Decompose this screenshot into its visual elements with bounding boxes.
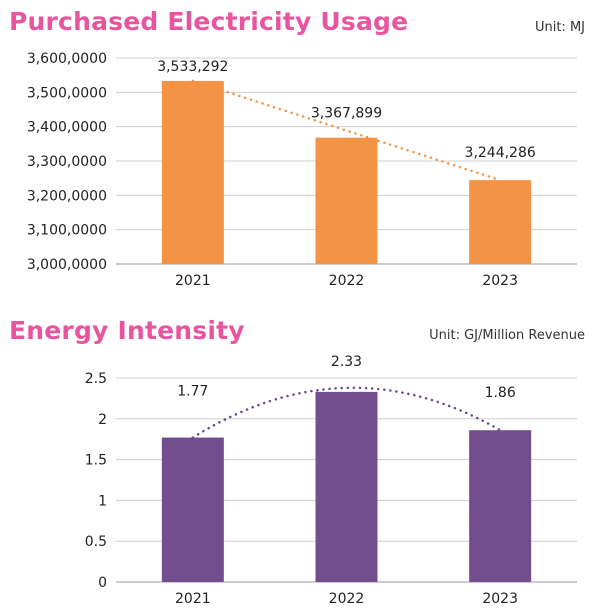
y-tick-label: 3,500,0000 — [27, 85, 107, 101]
bar-2023 — [469, 180, 532, 264]
x-tick-label: 2021 — [175, 591, 211, 607]
y-tick-label: 3,400,0000 — [27, 120, 107, 136]
y-tick-label: 3,100,0000 — [27, 223, 107, 239]
y-tick-label: 0.5 — [85, 534, 107, 550]
bar-2023 — [469, 430, 532, 582]
x-tick-label: 2023 — [482, 591, 518, 607]
chart2-energy-intensity: 0 0.5 1 1.5 2 2.5 2021 2022 2023 1.77 2.33 1.86 — [85, 354, 577, 607]
data-label-2021: 1.77 — [177, 384, 208, 400]
chart2-unit: Unit: GJ/Million Revenue — [429, 328, 585, 343]
bar-2021 — [161, 80, 224, 264]
y-tick-label: 3,000,0000 — [27, 257, 107, 273]
y-tick-label: 3,300,0000 — [27, 154, 107, 170]
x-tick-label: 2022 — [329, 591, 365, 607]
y-tick-label: 3,200,0000 — [27, 188, 107, 204]
y-tick-label: 2.5 — [85, 371, 107, 387]
y-tick-label: 0 — [98, 575, 107, 591]
y-tick-label: 1 — [98, 493, 107, 509]
chart1-electricity-usage: 3,000,0000 3,100,0000 3,200,0000 3,300,0000… — [27, 51, 577, 289]
bar-2021 — [161, 437, 224, 582]
chart1-unit: Unit: MJ — [534, 20, 585, 35]
trend-arc — [191, 386, 502, 439]
bar-2022 — [315, 391, 378, 582]
x-tick-label: 2022 — [329, 273, 365, 289]
data-label-2021: 3,533,292 — [157, 59, 228, 75]
trend-line — [191, 79, 502, 182]
data-label-2023: 3,244,286 — [465, 145, 536, 161]
x-tick-label: 2021 — [175, 273, 211, 289]
y-tick-label: 1.5 — [85, 453, 107, 469]
y-tick-label: 2 — [98, 412, 107, 428]
data-label-2023: 1.86 — [485, 385, 516, 401]
y-tick-label: 3,600,0000 — [27, 51, 107, 67]
x-tick-label: 2023 — [482, 273, 518, 289]
chart2-title: Energy Intensity — [9, 316, 245, 345]
chart1-title: Purchased Electricity Usage — [9, 7, 409, 36]
data-label-2022: 3,367,899 — [311, 106, 382, 122]
data-label-2022: 2.33 — [331, 354, 362, 370]
bar-2022 — [315, 137, 378, 264]
